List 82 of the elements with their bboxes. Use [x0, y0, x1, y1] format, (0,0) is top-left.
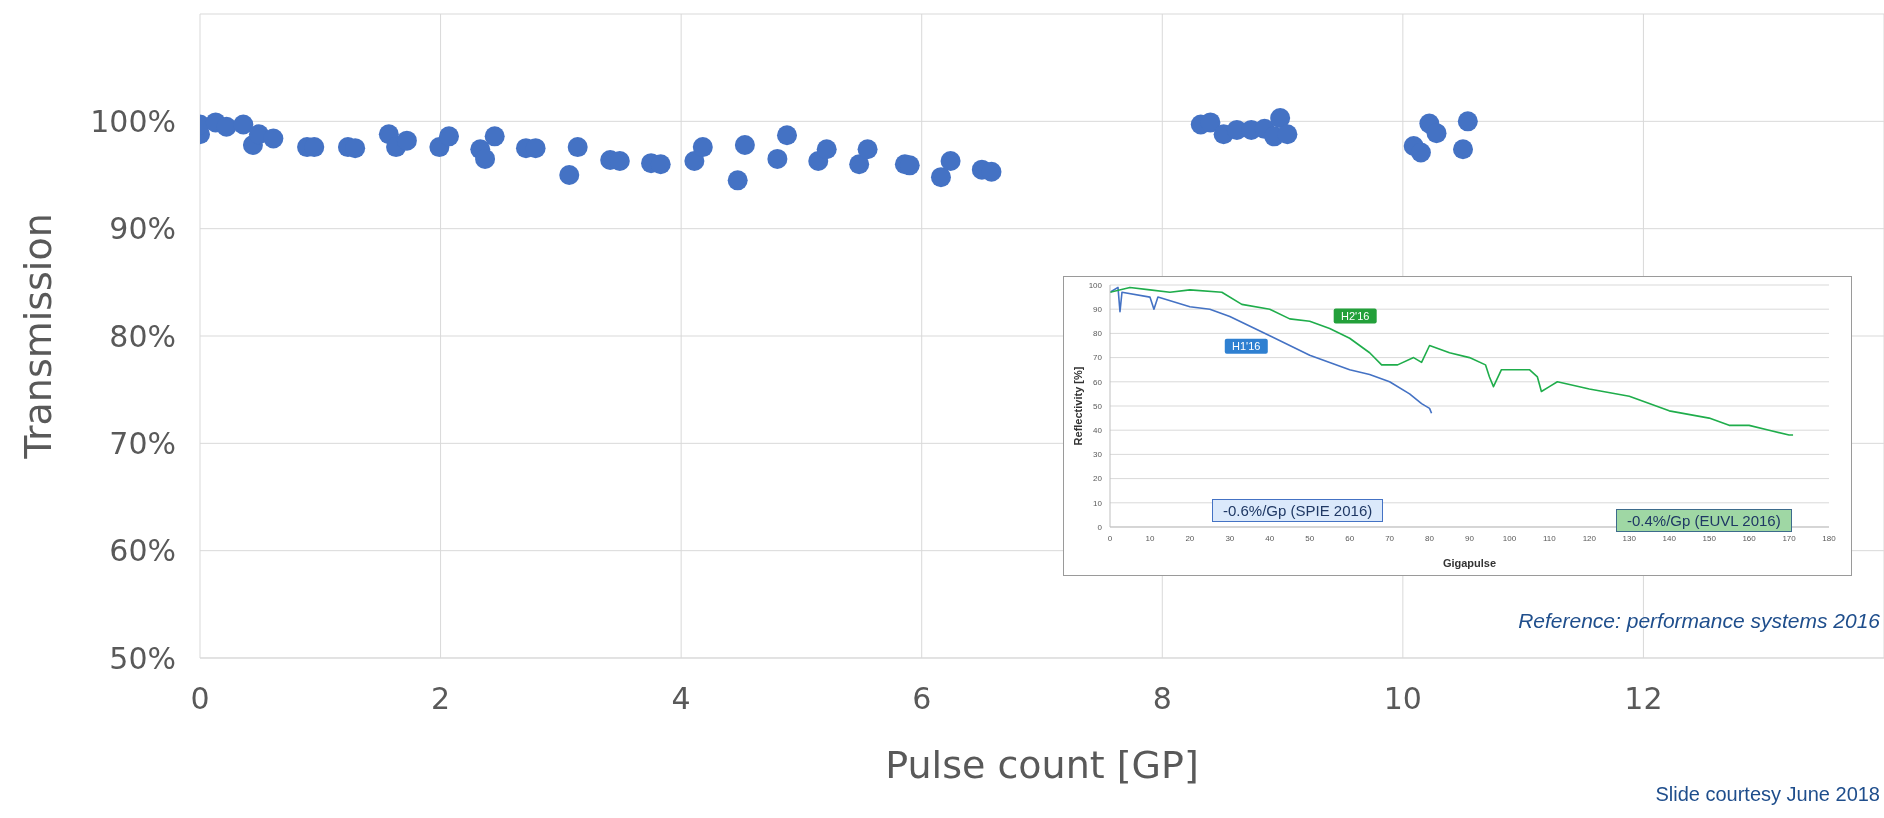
x-tick-label: 6 — [912, 681, 932, 717]
y-tick-label: 100% — [90, 103, 176, 139]
point — [1277, 124, 1298, 145]
y-tick-label: 40 — [1093, 426, 1103, 436]
y-tick-label: 60% — [109, 533, 176, 569]
x-tick-label: 0 — [190, 681, 210, 717]
y-tick-label: 100 — [1088, 280, 1103, 290]
point — [734, 134, 755, 155]
annotation: -0.4%/Gp (EUVL 2016) — [1616, 509, 1792, 532]
point — [857, 139, 878, 160]
x-tick-label: 40 — [1265, 533, 1275, 543]
y-tick-label: 70 — [1093, 353, 1103, 363]
x-axis-title: Gigapulse — [1442, 557, 1497, 569]
x-tick-label: 80 — [1425, 533, 1435, 543]
x-tick-label: 0 — [1107, 533, 1113, 543]
line-series — [1110, 286, 1794, 436]
point — [684, 151, 705, 172]
x-tick-label: 150 — [1702, 533, 1717, 543]
text: Slide courtesy June 2018 — [1655, 783, 1880, 806]
point — [849, 154, 870, 175]
point — [1410, 142, 1431, 163]
x-tick-label: 140 — [1662, 533, 1677, 543]
x-axis-title: Pulse count [GP] — [885, 743, 1199, 787]
point — [1426, 123, 1447, 144]
point — [816, 139, 837, 160]
point — [263, 128, 284, 149]
point — [438, 126, 459, 147]
y-tick-label: 30 — [1093, 450, 1103, 460]
point — [396, 130, 417, 151]
y-axis-title: Transmission — [16, 213, 61, 460]
point — [727, 170, 748, 191]
x-tick-label: 8 — [1152, 681, 1172, 717]
line-series — [1110, 286, 1433, 415]
y-tick-label: 90% — [109, 211, 176, 247]
x-tick-label: 180 — [1822, 533, 1837, 543]
x-tick-label: 50 — [1305, 533, 1315, 543]
y-tick-label: 50 — [1093, 401, 1103, 411]
point — [1270, 108, 1291, 129]
point — [930, 167, 951, 188]
annotation: Reference: performance systems 2016 — [1518, 609, 1880, 633]
x-tick-label: 110 — [1543, 533, 1557, 543]
y-tick-label: 10 — [1093, 498, 1103, 508]
point — [484, 126, 505, 147]
y-tick-label: 80% — [109, 318, 176, 354]
y-tick-label: 0 — [1097, 522, 1103, 532]
x-tick-label: 30 — [1225, 533, 1235, 543]
x-tick-label: 10 — [1145, 533, 1155, 543]
x-tick-label: 130 — [1622, 533, 1637, 543]
point — [559, 165, 580, 185]
x-tick-label: 12 — [1624, 681, 1663, 717]
point — [475, 148, 496, 169]
series-label: H2'16 — [1340, 309, 1370, 322]
x-tick-label: 170 — [1782, 533, 1797, 543]
point — [940, 151, 961, 172]
y-axis-title: Reflectivity [%] — [1071, 366, 1084, 446]
x-tick-label: 2 — [431, 681, 451, 717]
point — [767, 148, 788, 169]
x-tick-label: 100 — [1502, 533, 1517, 543]
point — [692, 137, 713, 158]
x-tick-label: 70 — [1385, 533, 1395, 543]
x-tick-label: 160 — [1742, 533, 1757, 543]
x-tick-label: 4 — [671, 681, 691, 717]
x-tick-label: 60 — [1345, 533, 1355, 543]
point — [776, 125, 797, 146]
point — [233, 114, 254, 135]
y-tick-label: 70% — [109, 425, 176, 461]
y-tick-label: 80 — [1093, 329, 1103, 339]
x-tick-label: 10 — [1383, 681, 1422, 717]
y-tick-label: 60 — [1093, 377, 1103, 387]
series-label: H1'16 — [1232, 339, 1261, 352]
x-tick-label: 20 — [1185, 533, 1195, 543]
point — [1457, 111, 1478, 132]
y-tick-label: 50% — [109, 640, 176, 676]
point — [1453, 139, 1473, 160]
point — [567, 137, 588, 158]
point — [1200, 112, 1221, 133]
x-tick-label: 120 — [1582, 533, 1597, 543]
y-tick-label: 20 — [1093, 474, 1103, 484]
annotation: -0.6%/Gp (SPIE 2016) — [1212, 499, 1384, 522]
x-tick-label: 90 — [1465, 533, 1475, 543]
y-tick-label: 90 — [1093, 305, 1103, 315]
point — [216, 116, 237, 137]
